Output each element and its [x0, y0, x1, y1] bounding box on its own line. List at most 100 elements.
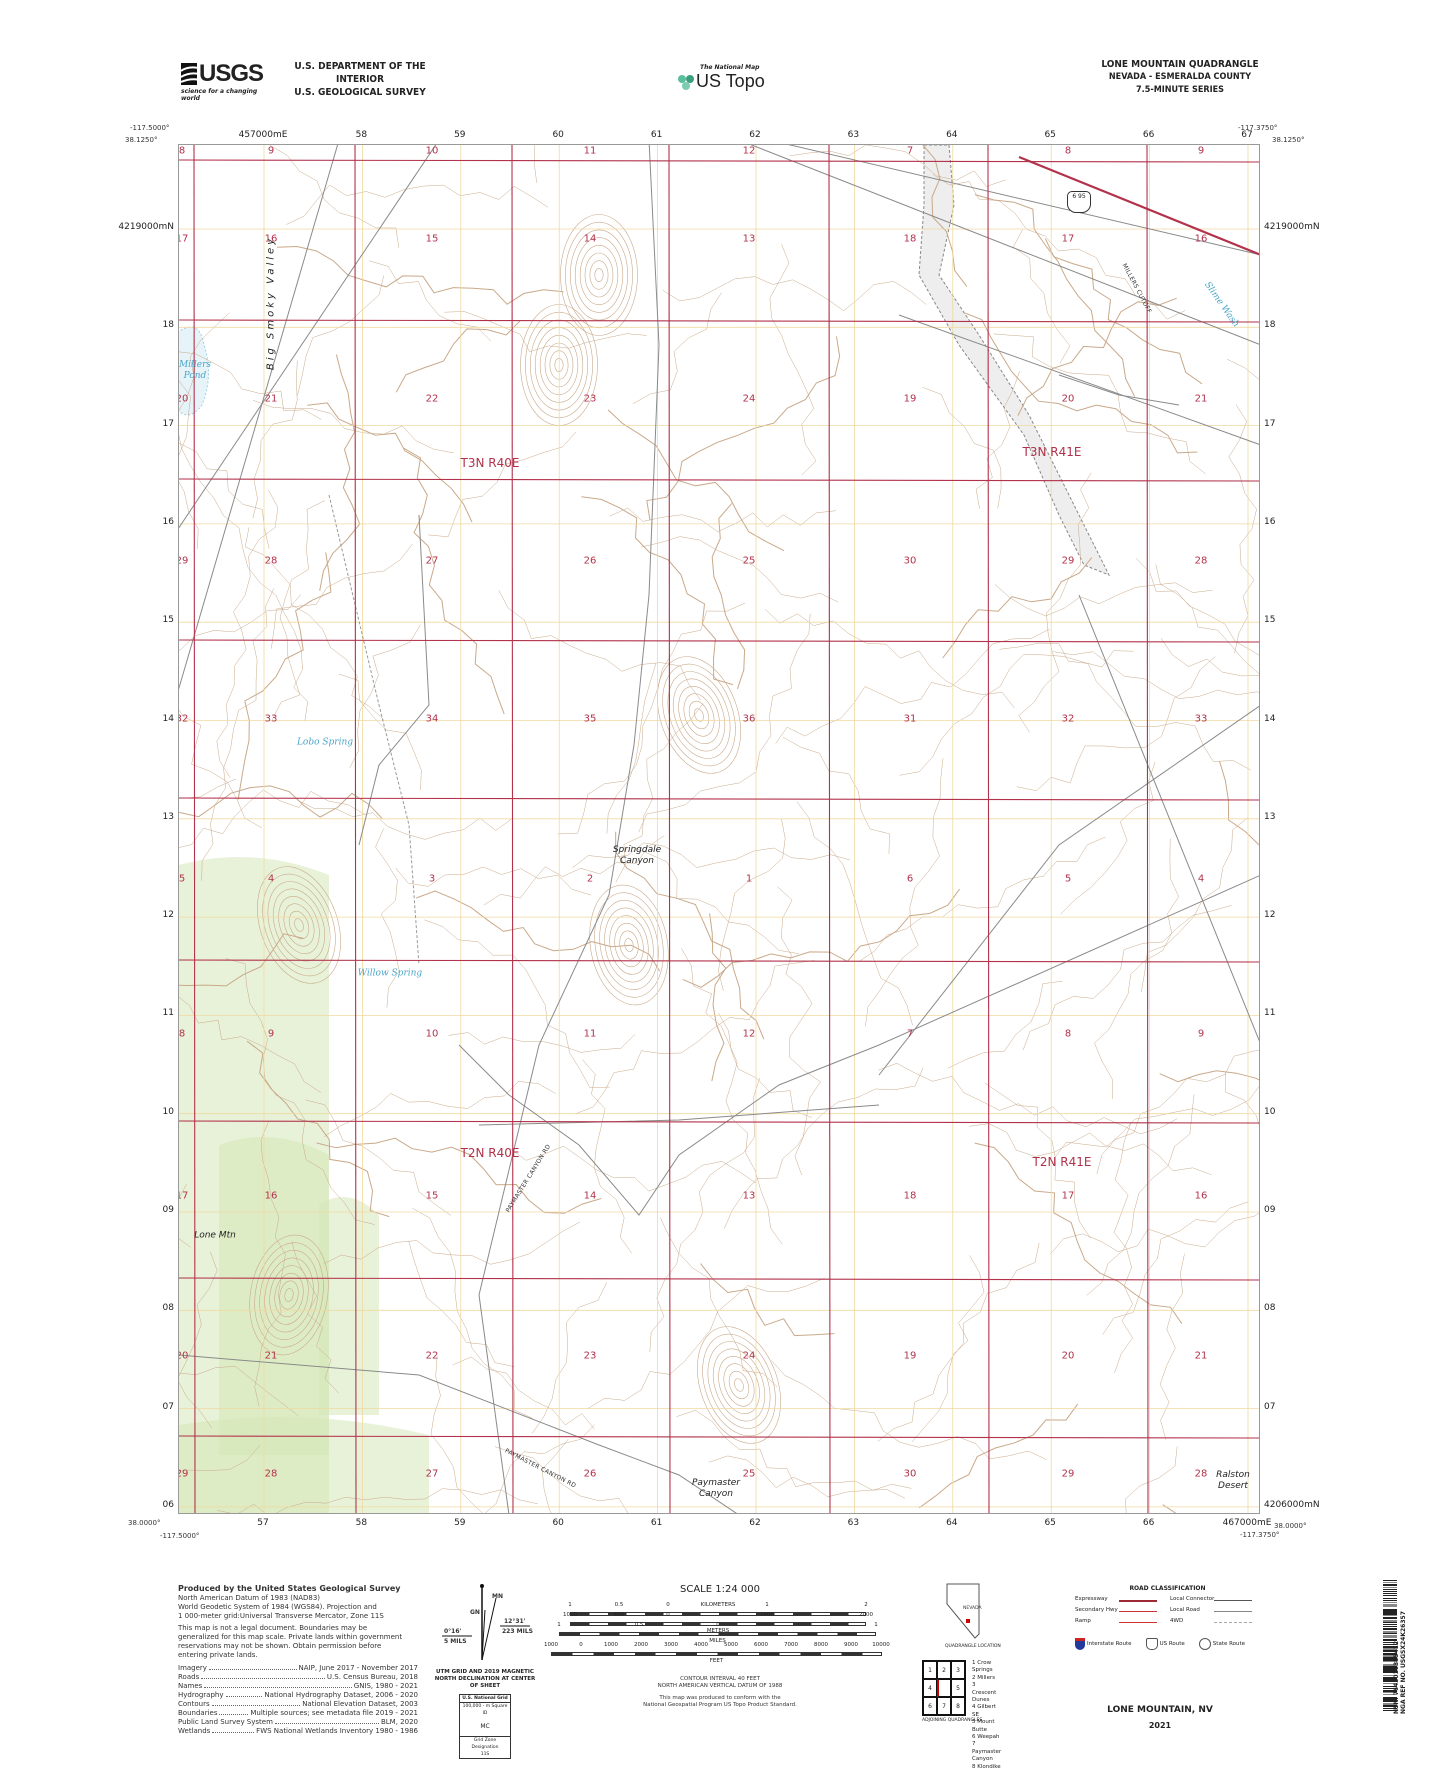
- adjoining-name: 4 Gilbert SE: [972, 1704, 996, 1718]
- contour-line: [1053, 651, 1259, 699]
- contour-line: [769, 244, 817, 476]
- contour-line: [641, 536, 839, 603]
- se-latitude: 38.0000°: [1274, 1522, 1307, 1530]
- contour-line: [269, 145, 400, 248]
- km-scale-bar: [570, 1612, 866, 1616]
- adjoining-cell[interactable]: 7: [937, 1697, 951, 1715]
- adjoining-cell[interactable]: 5: [951, 1679, 965, 1697]
- barcode-bar: [1383, 1588, 1397, 1590]
- disclaimer-line: generalized for this map scale. Private …: [178, 1633, 403, 1641]
- barcode-bar: [1383, 1619, 1397, 1622]
- recycle-leaf-icon: [678, 74, 694, 90]
- section-number: 4: [267, 873, 275, 885]
- section-number: 15: [425, 233, 439, 245]
- source-leader: [212, 1727, 255, 1733]
- hill-contour: [697, 1326, 781, 1444]
- barcode-bar: [1383, 1624, 1397, 1625]
- section-number: 11: [583, 145, 597, 157]
- current-quadrangle-cell[interactable]: [937, 1679, 951, 1697]
- section-number: 22: [425, 393, 439, 405]
- m-tick: 1000: [563, 1612, 577, 1618]
- section-number: 36: [742, 713, 756, 725]
- barcode-bar: [1383, 1707, 1397, 1709]
- source-label: Boundaries: [178, 1709, 218, 1717]
- hill-contour: [678, 686, 720, 744]
- section-line-horizontal: [179, 478, 1259, 482]
- easting-label-bottom: 57: [257, 1518, 269, 1528]
- contour-line: [225, 958, 375, 1225]
- contour-line: [1054, 1086, 1259, 1159]
- produced-by: Produced by the United States Geological…: [178, 1584, 401, 1593]
- ft-tick: 6000: [754, 1642, 768, 1648]
- barcode-bar: [1383, 1650, 1397, 1653]
- section-number: 16: [264, 1190, 278, 1202]
- interstate-route-label: Interstate Route: [1087, 1641, 1132, 1647]
- millers-pond-label: Millers Pond: [178, 360, 212, 381]
- contour-line: [1219, 760, 1259, 846]
- northing-label-left: 12: [162, 910, 174, 921]
- contour-line: [572, 842, 851, 868]
- road-line: [179, 145, 339, 690]
- km-tick: 1: [568, 1602, 572, 1608]
- contour-line: [444, 311, 647, 352]
- grid-north-label: GN: [470, 1609, 480, 1616]
- northing-label-left: 09: [162, 1205, 174, 1215]
- hill-contour: [723, 1363, 755, 1407]
- section-number: 9: [267, 1028, 275, 1040]
- source-value: National Elevation Dataset, 2003: [302, 1700, 418, 1708]
- contour-line: [708, 1455, 906, 1499]
- ft-tick: 5000: [724, 1642, 738, 1648]
- section-number: 21: [264, 1350, 278, 1362]
- ne-latitude: 38.1250°: [1272, 136, 1305, 144]
- topographic-map[interactable]: 8910111278917161514131817162021222324192…: [178, 144, 1260, 1514]
- adjoining-cell[interactable]: 4: [923, 1679, 937, 1697]
- adjoining-name: 8 Klondike: [972, 1763, 1001, 1770]
- road-class-label: 4WD: [1170, 1618, 1184, 1624]
- adjoining-cell[interactable]: 6: [923, 1697, 937, 1715]
- barcode-bar: [1383, 1648, 1397, 1651]
- northing-label-right: 4206000mN: [1264, 1499, 1320, 1510]
- contour-line: [1022, 905, 1232, 1051]
- contour-line: [424, 919, 610, 1088]
- barcode-bar: [1383, 1690, 1397, 1692]
- mi-tick: 1: [557, 1622, 561, 1628]
- contour-line: [179, 785, 383, 820]
- contour-line: [448, 1032, 636, 1053]
- adjoining-cell[interactable]: 2: [937, 1661, 951, 1679]
- contour-line: [993, 333, 1206, 474]
- source-value: NAIP, June 2017 - November 2017: [298, 1664, 418, 1672]
- adjoining-cell[interactable]: 1: [923, 1661, 937, 1679]
- standard-note: National Geospatial Program US Topo Prod…: [643, 1702, 797, 1708]
- source-leader: [225, 1691, 263, 1697]
- mi-label: MILES: [709, 1638, 726, 1644]
- km-tick: 2: [864, 1602, 868, 1608]
- barcode-bar: [1383, 1681, 1397, 1683]
- adjoining-cell[interactable]: 8: [951, 1697, 965, 1715]
- contour-line: [416, 890, 661, 972]
- northing-label-right: 08: [1264, 1303, 1276, 1314]
- barcode: NSN. 7643016385412 NGA REF NO. USGSX24K2…: [1383, 1580, 1409, 1716]
- contour-line: [974, 1142, 1183, 1324]
- hill-contour: [662, 663, 736, 767]
- contour-line: [922, 387, 1002, 509]
- contour-line: [662, 276, 927, 312]
- road-line: [898, 314, 1259, 445]
- road-class-swatch: [1119, 1600, 1157, 1602]
- source-row: Roads U.S. Census Bureau, 2018: [178, 1673, 418, 1682]
- section-line-vertical: [987, 145, 990, 1513]
- location-caption: QUADRANGLE LOCATION: [945, 1644, 1001, 1649]
- hill-contour: [702, 1333, 776, 1437]
- hill-contour: [560, 214, 638, 336]
- vegetation-patch: [219, 1137, 329, 1455]
- section-number: 29: [179, 555, 189, 567]
- northing-label-right: 4219000mN: [1264, 222, 1320, 232]
- contour-interval: CONTOUR INTERVAL 40 FEET: [680, 1676, 760, 1682]
- contour-line: [509, 1145, 756, 1192]
- adjoining-cell[interactable]: 3: [951, 1661, 965, 1679]
- usgs-wordmark: USGS: [198, 60, 264, 87]
- road-line: [179, 1354, 737, 1513]
- section-number: 21: [1194, 1350, 1208, 1362]
- contour-line: [660, 1217, 778, 1388]
- section-number: 23: [583, 1350, 597, 1362]
- hill-contour: [707, 1341, 771, 1429]
